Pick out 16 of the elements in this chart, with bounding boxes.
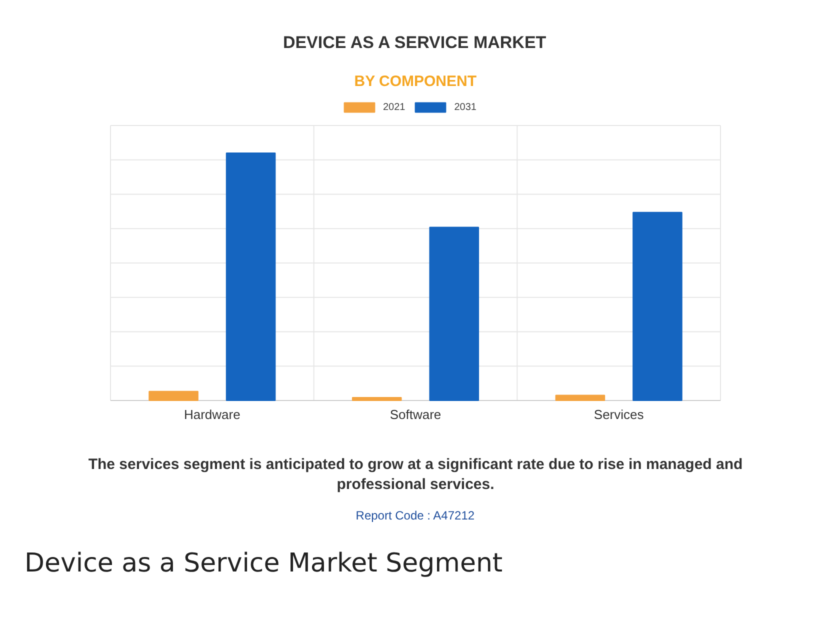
x-tick-label: Hardware [184,407,240,422]
bar [226,152,276,401]
text: Device as a Service Market Segment [24,548,503,578]
text: Report Code : A47212 [356,508,475,522]
bar [555,394,606,401]
text: The services segment is anticipated to grow at a significant rate due to rise in managed and professional services. [88,456,743,494]
x-tick-label: Software [390,407,442,422]
bar [352,397,402,401]
chart-title: DEVICE AS A SERVICE MARKET [282,33,547,52]
chart-subtitle: BY COMPONENT [354,73,476,90]
legend-label: 2021 [383,102,406,112]
legend-label: 2031 [454,102,476,112]
bar [429,226,480,401]
bar [148,390,198,401]
bar [632,212,682,401]
x-tick-label: Services [594,407,644,422]
